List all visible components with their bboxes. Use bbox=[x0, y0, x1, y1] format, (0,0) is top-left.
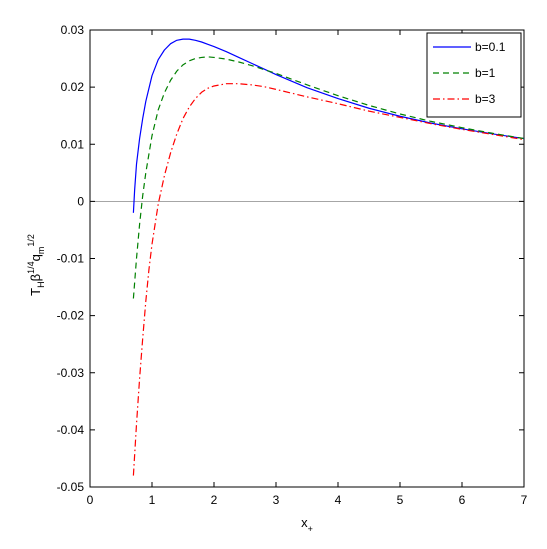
series-line-2 bbox=[132, 56, 525, 299]
x-axis-label: x+ bbox=[301, 515, 313, 534]
x-axis-label-subscript: + bbox=[308, 524, 313, 534]
y-tick-label: -0.02 bbox=[57, 309, 85, 323]
y-axis-label-beta-sup: 1/4 bbox=[26, 261, 36, 274]
y-tick-label: -0.01 bbox=[57, 252, 85, 266]
series-layer bbox=[132, 38, 525, 476]
x-tick-label: 6 bbox=[459, 493, 466, 507]
axes-layer: 0 1 2 3 4 5 6 7 -0.05 -0.04 -0.03 -0.02 -0.01 0 0.01 0.… bbox=[57, 23, 528, 507]
legend-box bbox=[426, 32, 522, 118]
x-tick-label: 7 bbox=[521, 493, 528, 507]
x-axis-label-main: x bbox=[301, 515, 308, 530]
x-tick-label: 0 bbox=[87, 493, 94, 507]
y-axis-label-q-sup: 1/2 bbox=[26, 234, 36, 247]
y-tick-label: -0.03 bbox=[57, 366, 85, 380]
y-tick-label: 0.02 bbox=[61, 80, 85, 94]
y-axis-label: THβ1/4qm1/2 bbox=[26, 234, 46, 296]
y-tick-label: -0.04 bbox=[57, 423, 85, 437]
legend-label-2: b=1 bbox=[475, 66, 496, 80]
x-tick-label: 1 bbox=[149, 493, 156, 507]
x-tick-label: 5 bbox=[397, 493, 404, 507]
y-tick-label: 0.03 bbox=[61, 23, 85, 37]
legend-label-1: b=0.1 bbox=[475, 40, 506, 54]
x-tick-label: 2 bbox=[211, 493, 218, 507]
y-tick-label: -0.05 bbox=[57, 480, 85, 494]
y-tick-label: 0.01 bbox=[61, 137, 85, 151]
y-tick-label: 0 bbox=[77, 194, 84, 208]
series-line-1 bbox=[132, 38, 525, 213]
legend-label-3: b=3 bbox=[475, 92, 496, 106]
y-axis-label-t: T bbox=[28, 288, 43, 296]
y-axis-label-beta: β bbox=[28, 274, 43, 281]
x-tick-label: 4 bbox=[335, 493, 342, 507]
y-axis-label-t-sub: H bbox=[36, 281, 46, 288]
y-axis-label-q: q bbox=[28, 254, 43, 261]
legend: b=0.1 b=1 b=3 bbox=[426, 32, 522, 118]
series-line-3 bbox=[132, 83, 525, 476]
x-tick-label: 3 bbox=[273, 493, 280, 507]
y-axis-label-q-sub: m bbox=[36, 247, 46, 255]
